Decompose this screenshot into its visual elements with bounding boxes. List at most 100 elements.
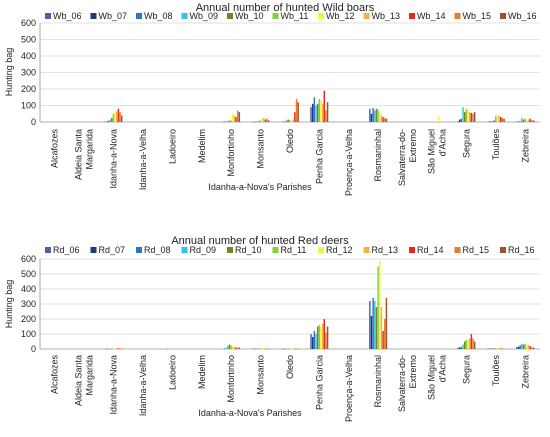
legend-swatch-wb_15 bbox=[454, 13, 461, 19]
bar-wb_16 bbox=[473, 112, 476, 122]
bar-rd_09 bbox=[374, 301, 376, 349]
x-tick-label: Aldeia Santa bbox=[74, 129, 84, 180]
bar-rd_15 bbox=[266, 348, 268, 350]
legend-label-rd_06: Rd_06 bbox=[53, 245, 80, 255]
bar-rd_15 bbox=[236, 347, 239, 349]
legend-label-rd_10: Rd_10 bbox=[235, 245, 262, 255]
x-tick-label: Segura bbox=[461, 355, 471, 384]
bar-wb_09 bbox=[462, 107, 464, 122]
bar-wb_15 bbox=[119, 112, 121, 122]
bar-rd_11 bbox=[112, 348, 115, 350]
bar-wb_12 bbox=[232, 113, 234, 122]
x-tick-label: Penha Garcia bbox=[314, 129, 324, 184]
bar-wb_13 bbox=[321, 103, 324, 122]
bar-wb_08 bbox=[284, 121, 286, 123]
x-tick-labels: Alcafozes Aldeia Santa Margarida Idanha-a-N… bbox=[50, 355, 531, 423]
legend-swatch-rd_09 bbox=[181, 247, 188, 253]
x-tick-label: Rosmaninhal bbox=[373, 129, 383, 182]
bar-wb_10 bbox=[316, 103, 319, 122]
bar-rd_14 bbox=[470, 334, 473, 349]
bar-wb_08 bbox=[225, 121, 227, 123]
y-tick-label: 500 bbox=[21, 35, 36, 45]
y-tick-label: 600 bbox=[21, 254, 36, 264]
legend-swatch-wb_13 bbox=[363, 13, 370, 19]
bar-wb_13 bbox=[498, 115, 500, 122]
y-tick-label: 600 bbox=[21, 18, 36, 28]
bar-wb_09 bbox=[315, 105, 317, 122]
bar-wb_16 bbox=[326, 102, 329, 122]
bar-wb_11 bbox=[495, 116, 497, 122]
y-tick-label: 200 bbox=[21, 314, 36, 324]
x-tick-label: Margarida bbox=[85, 355, 95, 396]
x-tick-label: Proença-a-Velha bbox=[344, 355, 354, 422]
chart-title: Annual number of hunted Wild boars bbox=[196, 2, 375, 14]
bar-rd_09 bbox=[256, 348, 258, 350]
x-tick-label: Oledo bbox=[285, 129, 295, 153]
bar-rd_11 bbox=[259, 348, 262, 349]
bar-rd_14 bbox=[294, 348, 296, 350]
bar-wb_09 bbox=[109, 119, 111, 122]
bar-rd_08 bbox=[372, 298, 374, 349]
bar-rd_16 bbox=[326, 326, 329, 349]
legend-swatch-rd_10 bbox=[227, 247, 233, 253]
bar-wb_12 bbox=[496, 114, 499, 122]
x-tick-label: Margarida bbox=[85, 129, 95, 170]
bar-wb_09 bbox=[285, 120, 288, 122]
y-gridlines bbox=[40, 22, 540, 123]
bar-wb_08 bbox=[313, 97, 316, 122]
bar-rd_12 bbox=[320, 326, 322, 349]
x-tick-label: Proença-a-Velha bbox=[344, 129, 354, 196]
bar-wb_10 bbox=[228, 120, 231, 122]
bar-wb_07 bbox=[517, 121, 520, 123]
bar-wb_09 bbox=[168, 121, 170, 123]
bar-rd_06 bbox=[457, 347, 459, 349]
x-tick-label: Penha Garcia bbox=[314, 355, 324, 410]
bar-wb_07 bbox=[459, 119, 461, 122]
bar-rd_15 bbox=[295, 348, 298, 350]
bar-rd_16 bbox=[385, 298, 388, 349]
bar-wb_09 bbox=[256, 121, 258, 122]
legend: Rd_06 Rd_07 Rd_08 Rd_09 Rd_10 Rd_11 Rd_12 Rd_13… bbox=[45, 245, 535, 255]
legend-label-wb_08: Wb_08 bbox=[144, 11, 173, 21]
bar-rd_14 bbox=[264, 348, 267, 350]
legend-label-wb_16: Wb_16 bbox=[508, 11, 537, 21]
bar-wb_11 bbox=[524, 118, 526, 122]
bar-rd_12 bbox=[379, 260, 381, 349]
bar-rd_09 bbox=[315, 334, 317, 349]
bar-wb_08 bbox=[254, 121, 257, 123]
bar-rd_11 bbox=[495, 348, 497, 349]
legend: Wb_06 Wb_07 Wb_08 Wb_09 Wb_10 Wb_11 Wb_12 Wb_13… bbox=[45, 11, 537, 21]
bar-rd_13 bbox=[380, 307, 383, 349]
x-tick-label: Zebreira bbox=[520, 355, 530, 389]
y-tick-label: 500 bbox=[21, 269, 36, 279]
bar-wb_12 bbox=[290, 120, 293, 122]
bar-rd_15 bbox=[501, 348, 504, 350]
x-tick-label: Extremo bbox=[408, 355, 418, 389]
bar-rd_10 bbox=[522, 344, 525, 349]
bar-wb_14 bbox=[323, 90, 326, 122]
bar-wb_06 bbox=[222, 121, 224, 123]
legend-label-rd_11: Rd_11 bbox=[281, 245, 307, 255]
bar-wb_11 bbox=[377, 109, 379, 122]
x-tick-label: Ladoeiro bbox=[167, 129, 177, 164]
bar-wb_08 bbox=[519, 121, 521, 122]
legend-swatch-rd_12 bbox=[318, 247, 324, 253]
legend-swatch-rd_13 bbox=[363, 247, 370, 253]
bar-wb_15 bbox=[325, 110, 327, 122]
x-tick-label: Idanha-a-Velha bbox=[138, 129, 148, 190]
y-tick-label: 100 bbox=[21, 101, 36, 111]
bar-rd_09 bbox=[285, 348, 288, 350]
x-tick-label: Zebreira bbox=[520, 129, 530, 163]
bar-wb_07 bbox=[106, 121, 108, 123]
legend-label-wb_12: Wb_12 bbox=[326, 11, 355, 21]
bar-rd_08 bbox=[460, 346, 463, 349]
bar-wb_13 bbox=[292, 119, 294, 122]
bar-rd_13 bbox=[292, 348, 294, 350]
bar-wb_15 bbox=[295, 98, 298, 122]
x-tick-label: Rosmaninhal bbox=[373, 355, 383, 408]
bar-rd_16 bbox=[268, 348, 270, 350]
bar-rd_10 bbox=[493, 348, 495, 349]
bar-rd_08 bbox=[519, 345, 521, 349]
legend-label-wb_06: Wb_06 bbox=[53, 11, 82, 21]
bar-rd_13 bbox=[116, 348, 118, 349]
